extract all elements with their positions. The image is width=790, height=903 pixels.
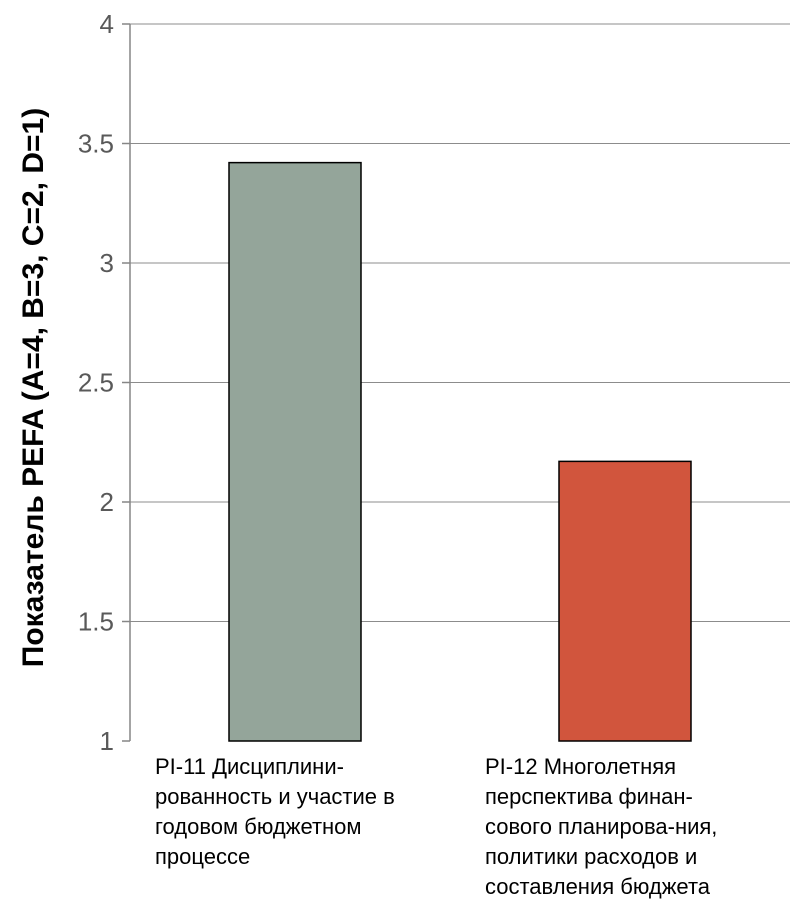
- category-label-line: перспектива финан-: [485, 784, 693, 809]
- y-tick-labels: 1 1.5 2 2.5 3 3.5 4: [78, 9, 130, 756]
- category-label-line: составления бюджета: [485, 874, 711, 899]
- y-tick-label: 2: [100, 487, 114, 517]
- y-tick-label: 2.5: [78, 368, 114, 398]
- category-label-pi12: PI-12 Многолетняя перспектива финан-совог…: [485, 752, 717, 902]
- y-tick-label: 3.5: [78, 129, 114, 159]
- y-axis-label: Показатель PEFA (A=4, B=3, C=2, D=1): [17, 108, 50, 667]
- bar-1: [558, 460, 692, 742]
- category-label-line: PI-12 Многолетняя: [485, 754, 677, 779]
- category-label-pi11: PI-11 Дисциплини-рованность и участие в г…: [155, 752, 395, 872]
- category-label-line: сового планирова-ния,: [485, 814, 718, 839]
- category-label-line: рованность и участие в: [155, 784, 395, 809]
- category-label-line: PI-11 Дисциплини-: [155, 754, 344, 779]
- bar-0: [228, 161, 362, 742]
- category-label-line: политики расходов и: [485, 844, 698, 869]
- y-tick-label: 1: [100, 726, 114, 756]
- category-label-line: процессе: [155, 844, 251, 869]
- y-tick-label: 4: [100, 9, 114, 39]
- bars: [228, 161, 692, 742]
- y-tick-label: 1.5: [78, 607, 114, 637]
- y-tick-label: 3: [100, 248, 114, 278]
- category-label-line: годовом бюджетном: [155, 814, 362, 839]
